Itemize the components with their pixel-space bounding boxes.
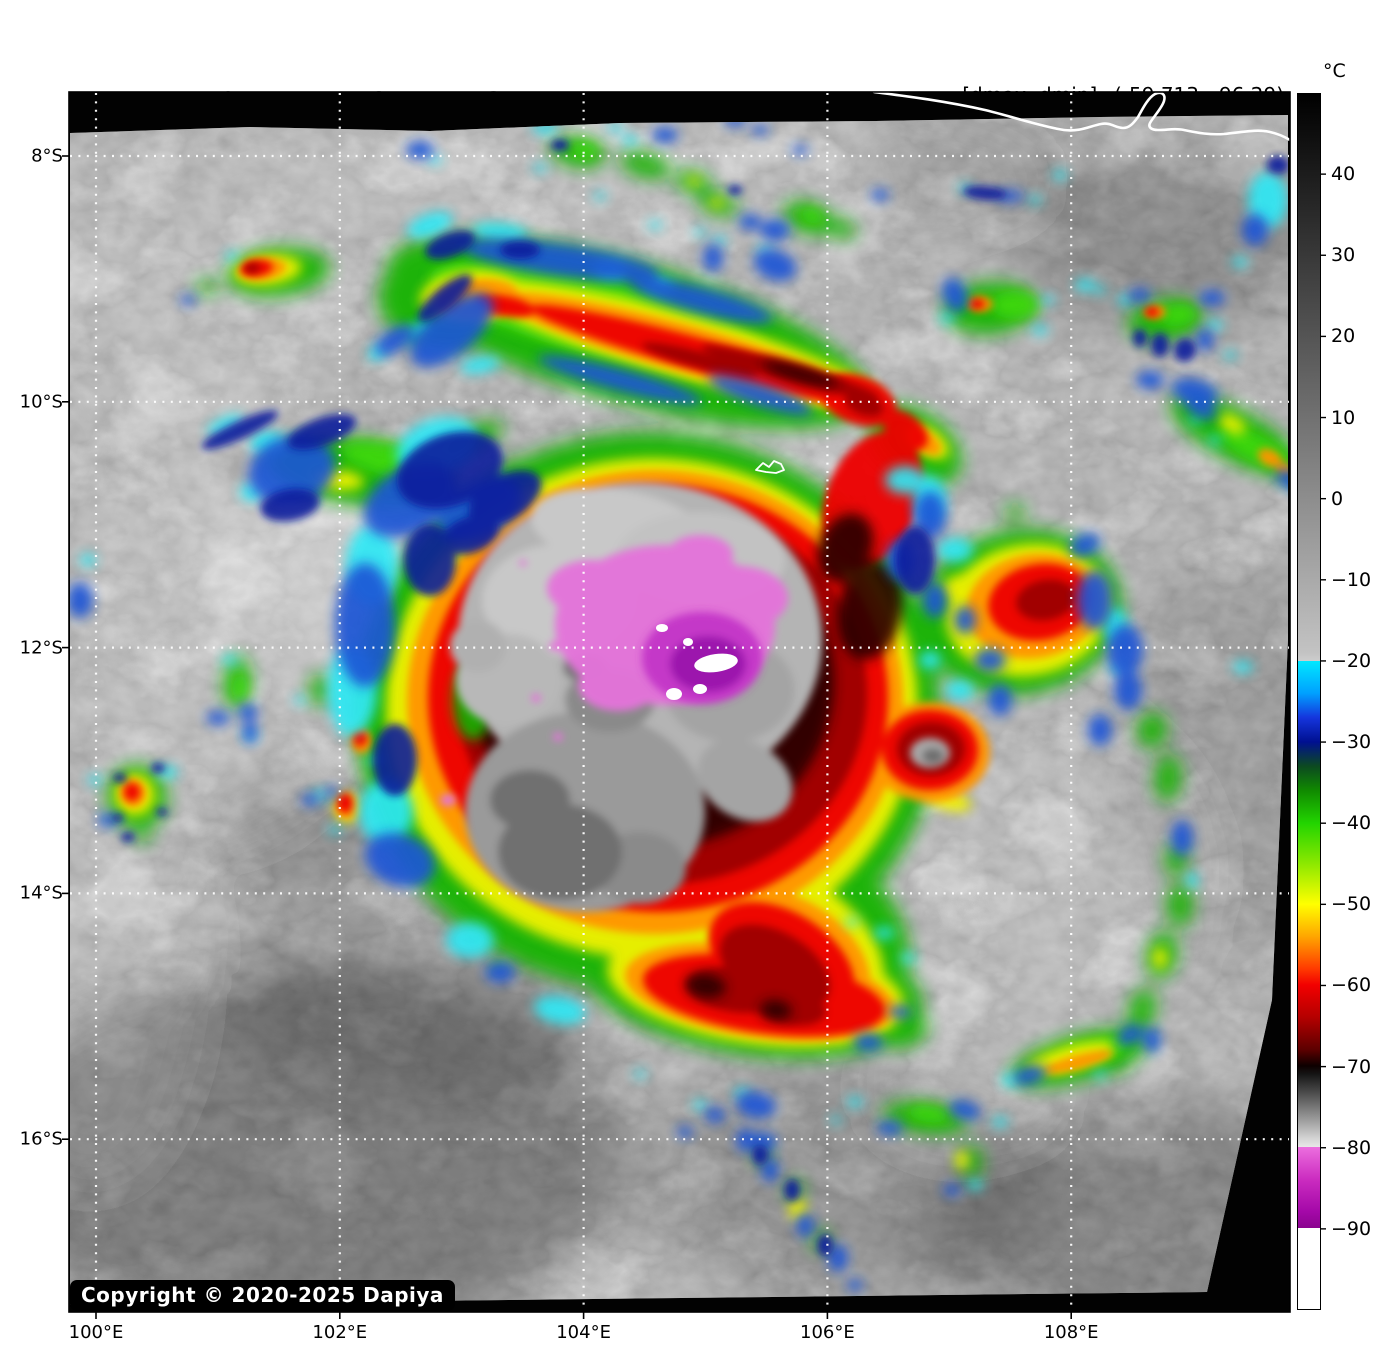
copyright-text: Copyright © 2020-2025 Dapiya [81, 1283, 444, 1307]
x-tick-label: 108°E [1043, 1322, 1099, 1343]
y-tick-label: 8°S [31, 145, 63, 167]
plot-border [68, 91, 1291, 1313]
gridlines [70, 93, 1289, 1311]
axis-ticks [62, 155, 1072, 1319]
copyright-badge: Copyright © 2020-2025 Dapiya [70, 1280, 455, 1311]
y-tick-label: 16°S [19, 1128, 63, 1150]
colorbar-tick-label: −80 [1331, 1136, 1372, 1159]
colorbar-tick-label: 10 [1331, 406, 1356, 429]
colorbar [1297, 93, 1321, 1310]
y-tick-label: 14°S [19, 882, 63, 904]
colorbar-tick-label: −30 [1331, 731, 1372, 754]
colorbar-tick-label: −50 [1331, 893, 1372, 916]
colorbar-tick-label: −70 [1331, 1055, 1372, 1078]
colorbar-tick-label: 30 [1331, 244, 1356, 267]
colorbar-tick-label: −10 [1331, 568, 1372, 591]
colorbar-tick-label: −90 [1331, 1217, 1372, 1240]
gray-eye-feature [910, 738, 950, 768]
x-tick-label: 104°E [556, 1322, 611, 1343]
colorbar-tick-label: −40 [1331, 812, 1372, 835]
overshooting-tops-white [656, 624, 738, 700]
colorbar-gradient [1298, 94, 1320, 1309]
y-tick-label: 12°S [19, 637, 63, 659]
colorbar-tick-label: −60 [1331, 974, 1372, 997]
coastline [872, 92, 1290, 142]
x-tick-label: 100°E [68, 1322, 124, 1343]
x-tick-label: 102°E [312, 1322, 368, 1343]
x-tick-label: 106°E [800, 1322, 855, 1343]
island-outline [755, 460, 785, 474]
colorbar-unit-label: °C [1323, 60, 1346, 82]
y-tick-label: 10°S [19, 391, 63, 413]
colorbar-tick-label: 20 [1331, 325, 1356, 348]
convection-navy-edge-layer [112, 139, 1288, 1256]
colorbar-tick-label: 40 [1331, 163, 1356, 186]
colorbar-tick-label: 0 [1331, 487, 1344, 510]
colorbar-tick-label: −20 [1331, 649, 1372, 672]
